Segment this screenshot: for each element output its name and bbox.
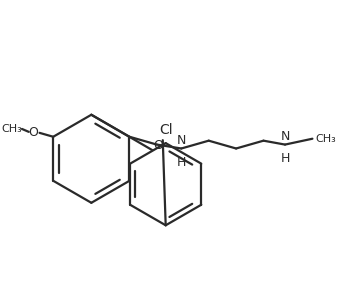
Text: O: O [29, 126, 39, 139]
Text: CH₃: CH₃ [315, 134, 336, 144]
Text: Cl: Cl [159, 123, 172, 137]
Text: N: N [280, 129, 290, 143]
Text: CH₃: CH₃ [2, 124, 22, 134]
Text: H: H [177, 156, 186, 169]
Text: O: O [153, 139, 163, 151]
Text: H: H [280, 152, 290, 165]
Text: N: N [177, 134, 186, 146]
